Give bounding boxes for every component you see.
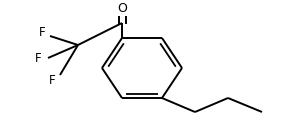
Text: F: F <box>39 25 45 38</box>
Text: O: O <box>117 1 127 14</box>
Text: F: F <box>49 74 55 87</box>
Text: F: F <box>35 51 41 64</box>
